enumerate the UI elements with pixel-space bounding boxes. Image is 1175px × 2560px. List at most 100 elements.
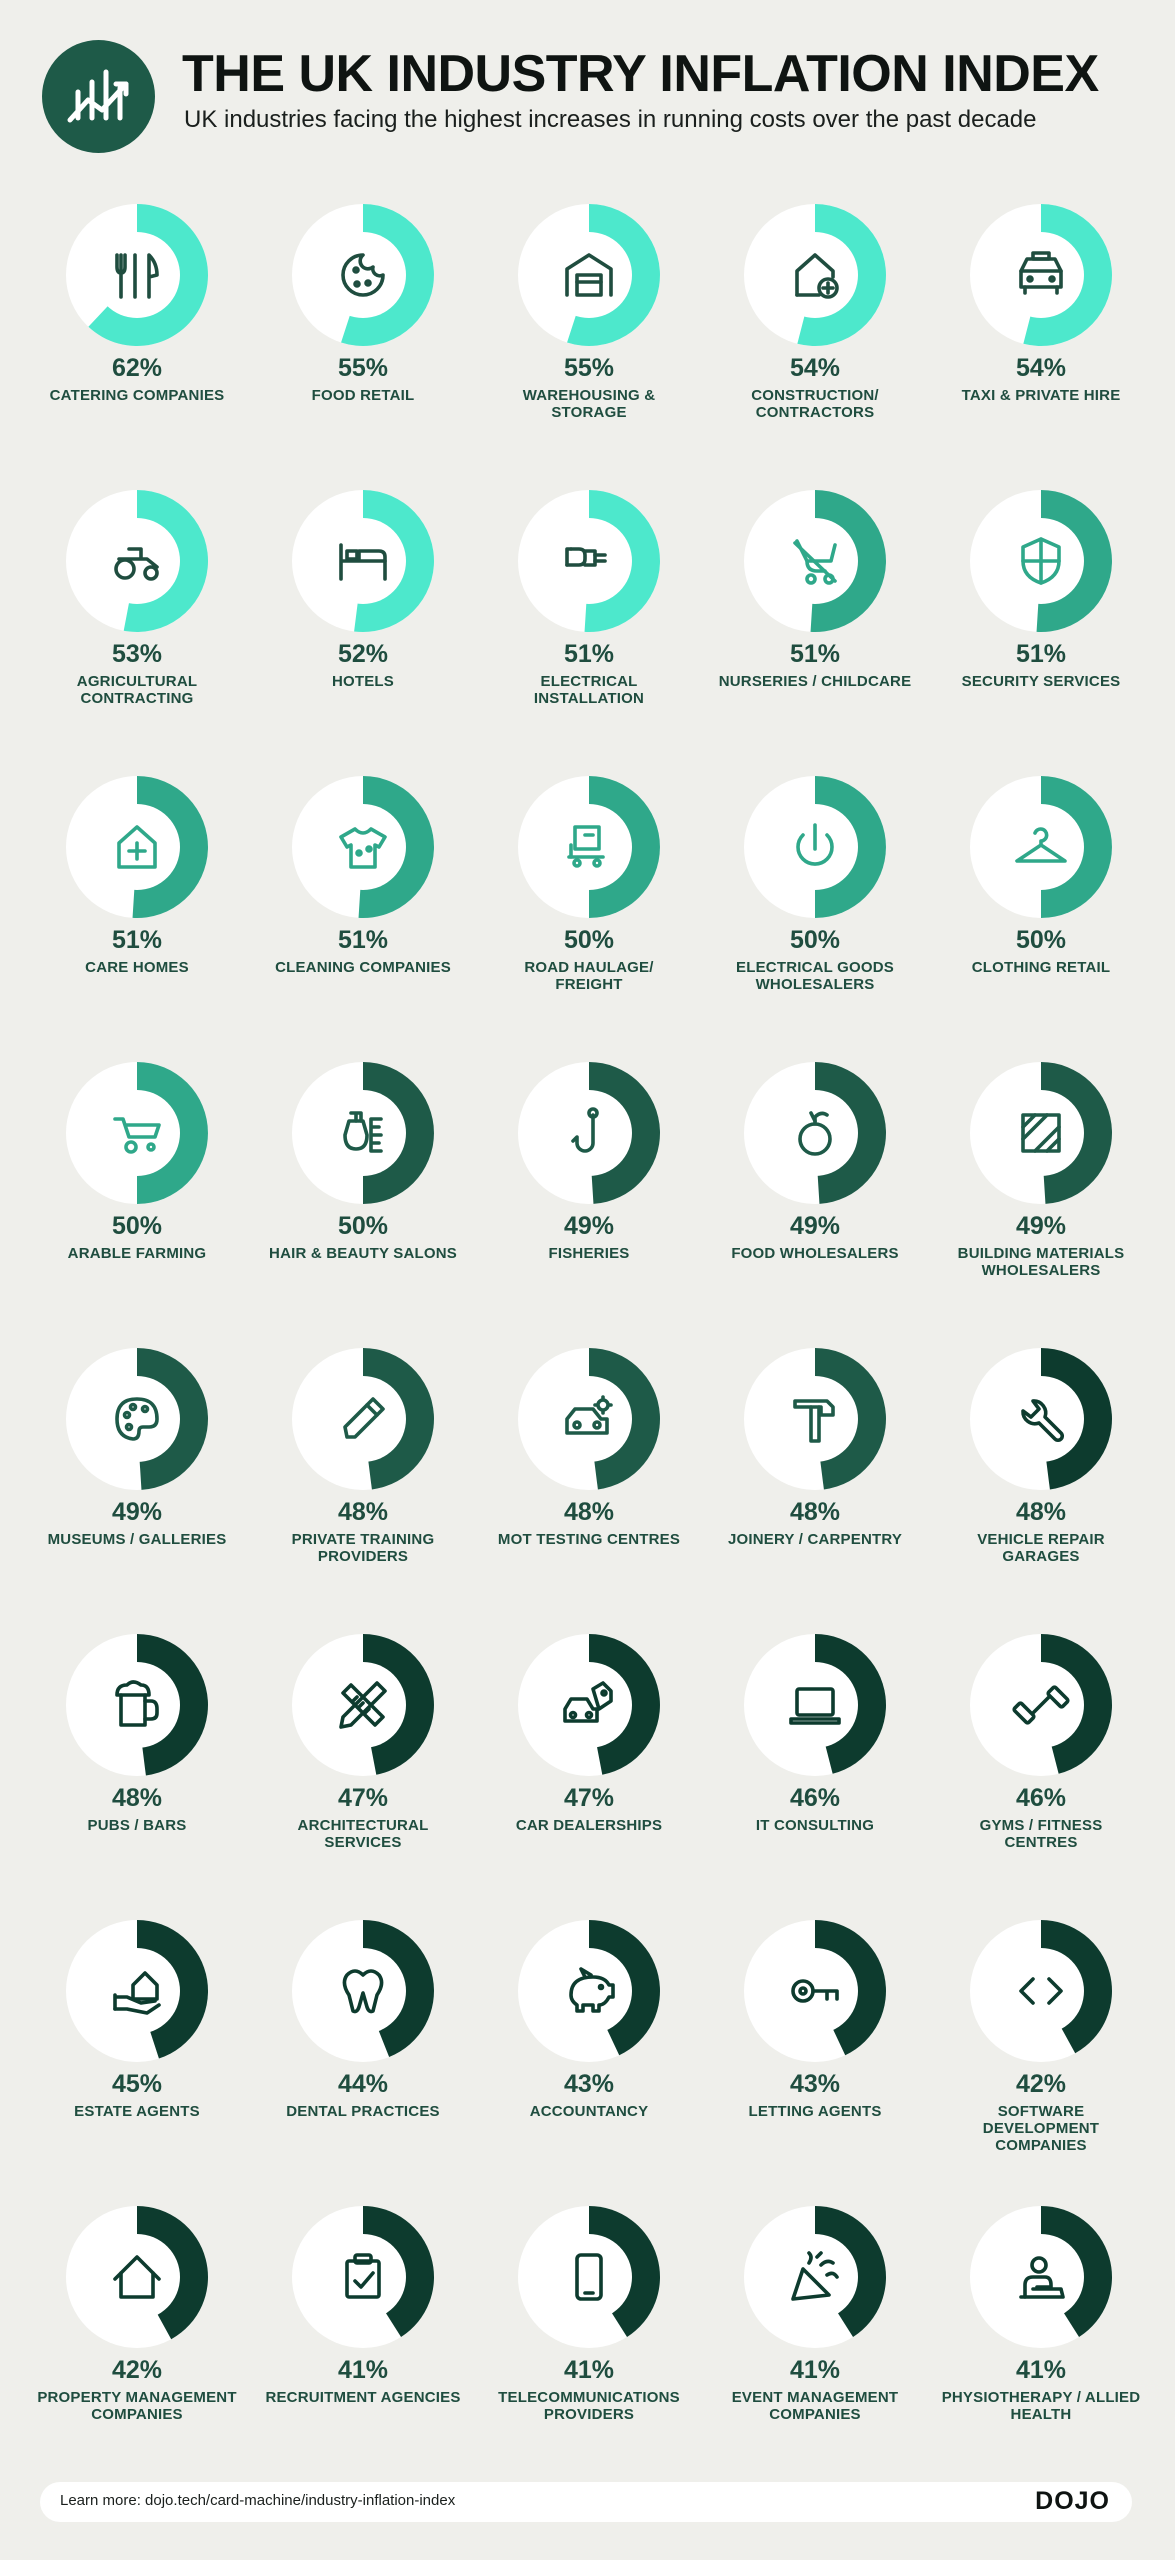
donut-chart <box>744 1920 886 2062</box>
industry-label: ESTATE AGENTS <box>74 2103 200 2120</box>
percentage-value: 50% <box>337 1212 389 1240</box>
industry-label: SOFTWARE DEVELOPMENT COMPANIES <box>982 2103 1100 2154</box>
industry-cell: 50% ROAD HAULAGE/ FREIGHT <box>476 768 702 1054</box>
donut-hole <box>546 2234 632 2320</box>
industry-label: FOOD WHOLESALERS <box>731 1245 899 1262</box>
industry-cell: 50% ARABLE FARMING <box>24 1054 250 1340</box>
industry-label: AGRICULTURAL CONTRACTING <box>76 673 198 707</box>
donut-chart <box>66 1348 209 1490</box>
industry-label: CAR DEALERSHIPS <box>515 1817 663 1834</box>
industry-cell: 45% ESTATE AGENTS <box>24 1912 250 2198</box>
industry-label: VEHICLE REPAIR GARAGES <box>977 1531 1105 1565</box>
industry-cell: 48% JOINERY / CARPENTRY <box>702 1340 928 1626</box>
industry-label: IT CONSULTING <box>755 1817 875 1834</box>
palette-icon <box>115 1397 159 1441</box>
key-icon <box>791 1979 839 2003</box>
industry-label: CATERING COMPANIES <box>49 387 225 404</box>
shield-icon <box>1021 537 1061 585</box>
industry-cell: 43% LETTING AGENTS <box>702 1912 928 2198</box>
donut-hole <box>94 2234 180 2320</box>
donut-hole <box>320 1090 406 1176</box>
donut-hole <box>772 1090 858 1176</box>
donut-chart <box>66 204 208 346</box>
laptop-icon <box>789 1687 841 1725</box>
donut-hole <box>546 518 632 604</box>
donut-chart <box>66 1634 209 1776</box>
beer-icon <box>115 1680 159 1727</box>
industry-cell: 46% GYMS / FITNESS CENTRES <box>928 1626 1154 1912</box>
industry-label: CLOTHING RETAIL <box>971 959 1111 976</box>
donut-chart <box>744 776 886 918</box>
donut-chart <box>970 490 1112 632</box>
donut-chart <box>518 1920 660 2062</box>
donut-chart <box>66 1920 209 2062</box>
percentage-value: 43% <box>789 2070 841 2098</box>
industry-label: ELECTRICAL GOODS WHOLESALERS <box>736 959 894 993</box>
materials-icon <box>1021 1113 1061 1153</box>
page-title: THE UK INDUSTRY INFLATION INDEX <box>182 45 1099 103</box>
tooth-icon <box>342 1969 384 2014</box>
percentage-value: 41% <box>337 2356 389 2384</box>
industry-cell: 41% TELECOMMUNICATIONS PROVIDERS <box>476 2198 702 2484</box>
donut-chart <box>744 1348 887 1490</box>
donut-chart <box>292 1920 434 2062</box>
percentage-value: 47% <box>563 1784 615 1812</box>
donut-hole <box>94 1376 180 1462</box>
donut-chart <box>744 2206 887 2348</box>
percentage-value: 48% <box>1015 1498 1067 1526</box>
industry-label: CARE HOMES <box>85 959 189 976</box>
donut-hole <box>546 1090 632 1176</box>
house-icon <box>113 2255 161 2299</box>
dumbbell-icon <box>1012 1685 1070 1725</box>
cookie-icon <box>341 253 385 297</box>
industry-cell: 42% PROPERTY MANAGEMENT COMPANIES <box>24 2198 250 2484</box>
industry-label: PUBS / BARS <box>87 1817 187 1834</box>
donut-hole <box>772 2234 858 2320</box>
percentage-value: 46% <box>789 1784 841 1812</box>
donut-hole <box>94 1662 180 1748</box>
industry-label: RECRUITMENT AGENCIES <box>265 2389 461 2406</box>
donut-hole <box>998 1948 1084 2034</box>
learn-more-link[interactable]: Learn more: dojo.tech/card-machine/indus… <box>60 2492 456 2509</box>
industry-cell: 62% CATERING COMPANIES <box>24 196 250 482</box>
car-tag-icon <box>563 1681 613 1723</box>
industry-cell: 48% PUBS / BARS <box>24 1626 250 1912</box>
donut-chart <box>970 1920 1112 2062</box>
house-plus-icon <box>795 253 839 299</box>
industry-label: PRIVATE TRAINING PROVIDERS <box>291 1531 435 1565</box>
hairdryer-icon <box>343 1111 383 1153</box>
percentage-value: 49% <box>1015 1212 1067 1240</box>
percentage-value: 48% <box>111 1784 163 1812</box>
industry-label: ACCOUNTANCY <box>529 2103 649 2120</box>
donut-chart <box>66 2206 208 2348</box>
industry-cell: 50% HAIR & BEAUTY SALONS <box>250 1054 476 1340</box>
percentage-value: 51% <box>1015 640 1067 668</box>
rising-chart-logo-icon <box>42 40 155 153</box>
industry-cell: 51% CLEANING COMPANIES <box>250 768 476 1054</box>
page-subtitle: UK industries facing the highest increas… <box>184 106 1037 133</box>
industry-label: TELECOMMUNICATIONS PROVIDERS <box>498 2389 680 2423</box>
industry-label: ARABLE FARMING <box>67 1245 207 1262</box>
industry-cell: 54% TAXI & PRIVATE HIRE <box>928 196 1154 482</box>
car-gear-icon <box>565 1395 613 1435</box>
industry-cell: 51% CARE HOMES <box>24 768 250 1054</box>
donut-chart <box>66 1062 208 1204</box>
industry-cell: 49% FISHERIES <box>476 1054 702 1340</box>
percentage-value: 50% <box>789 926 841 954</box>
donut-hole <box>94 1948 180 2034</box>
donut-chart <box>292 1062 434 1204</box>
industry-label: BUILDING MATERIALS WHOLESALERS <box>957 1245 1125 1279</box>
percentage-value: 52% <box>337 640 389 668</box>
industry-label: SECURITY SERVICES <box>961 673 1121 690</box>
percentage-value: 41% <box>1015 2356 1067 2384</box>
donut-chart <box>970 204 1112 346</box>
industry-label: JOINERY / CARPENTRY <box>727 1531 903 1548</box>
header: THE UK INDUSTRY INFLATION INDEX UK indus… <box>42 38 1142 158</box>
industry-label: DENTAL PRACTICES <box>286 2103 440 2120</box>
industry-label: ARCHITECTURAL SERVICES <box>297 1817 429 1851</box>
donut-chart <box>66 776 208 918</box>
industry-cell: 49% MUSEUMS / GALLERIES <box>24 1340 250 1626</box>
donut-chart <box>518 776 660 918</box>
percentage-value: 62% <box>111 354 163 382</box>
industry-label: CLEANING COMPANIES <box>275 959 451 976</box>
